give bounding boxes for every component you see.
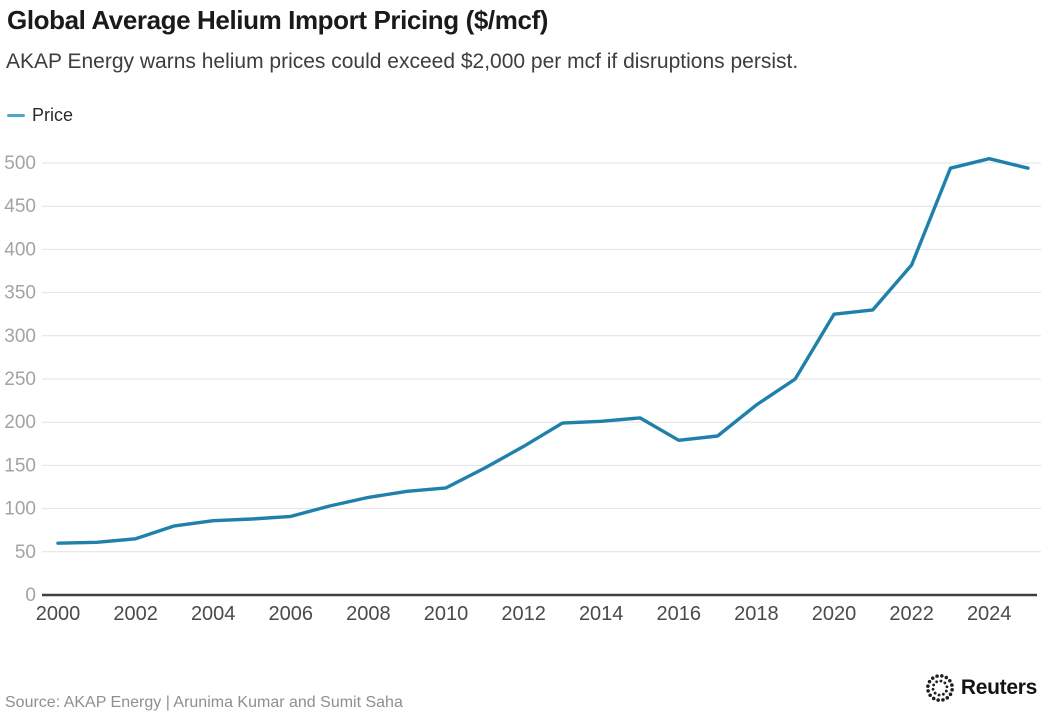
svg-text:2000: 2000 (36, 603, 81, 625)
svg-text:2010: 2010 (424, 603, 469, 625)
svg-text:200: 200 (4, 412, 36, 433)
svg-text:2022: 2022 (889, 603, 934, 625)
svg-text:450: 450 (4, 196, 36, 217)
svg-text:250: 250 (4, 369, 36, 390)
price-line-chart: 0 50 100 150 200 250 300 350 400 450 500 2000 2002 20… (0, 128, 1043, 658)
svg-text:50: 50 (15, 542, 36, 563)
svg-text:0: 0 (25, 585, 36, 606)
svg-text:400: 400 (4, 239, 36, 260)
svg-text:500: 500 (4, 153, 36, 174)
page-title: Global Average Helium Import Pricing ($/… (7, 5, 549, 35)
legend-line-swatch (7, 114, 25, 117)
svg-text:2012: 2012 (501, 603, 546, 625)
svg-text:350: 350 (4, 283, 36, 304)
chart-legend: Price (7, 105, 73, 126)
legend-label: Price (32, 105, 74, 125)
svg-text:2014: 2014 (579, 603, 624, 625)
svg-text:2016: 2016 (657, 603, 702, 625)
reuters-logo: Reuters (924, 672, 1037, 704)
svg-text:150: 150 (4, 455, 36, 476)
svg-text:2006: 2006 (269, 603, 314, 625)
svg-text:2002: 2002 (113, 603, 158, 625)
svg-text:2024: 2024 (967, 603, 1012, 625)
svg-text:2020: 2020 (812, 603, 857, 625)
svg-text:2008: 2008 (346, 603, 391, 625)
source-attribution: Source: AKAP Energy | Arunima Kumar and … (5, 694, 403, 711)
page-subtitle: AKAP Energy warns helium prices could ex… (6, 50, 799, 73)
price-chart-svg: 0 50 100 150 200 250 300 350 400 450 500 2000 2002 20… (4, 153, 1041, 625)
svg-text:2004: 2004 (191, 603, 236, 625)
reuters-dotted-circle-icon (926, 674, 954, 702)
svg-text:100: 100 (4, 499, 36, 520)
svg-text:300: 300 (4, 326, 36, 347)
svg-text:2018: 2018 (734, 603, 779, 625)
reuters-logo-text: Reuters (960, 676, 1037, 699)
